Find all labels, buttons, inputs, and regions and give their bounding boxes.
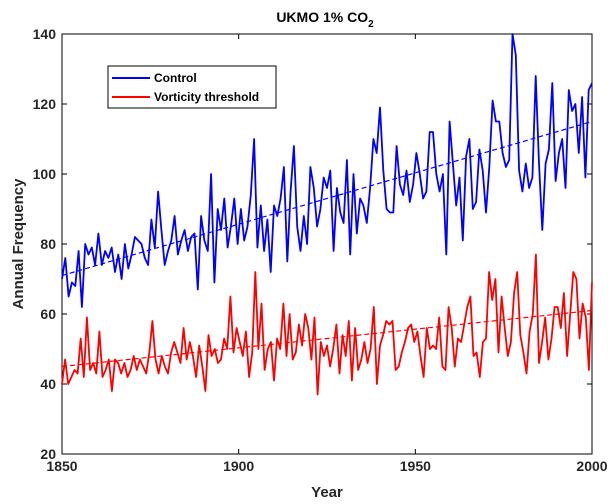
chart-title-subscript: 2 — [368, 19, 374, 30]
series-line-control — [61, 33, 593, 308]
y-tick-label-60: 60 — [40, 306, 56, 322]
legend: Control Vorticity threshold — [107, 65, 277, 109]
series-line-vorticity-threshold — [61, 253, 593, 396]
y-tick-label-100: 100 — [33, 166, 57, 182]
y-tick-label-80: 80 — [40, 236, 56, 252]
y-tick-label-20: 20 — [40, 446, 56, 462]
trend-line-control — [61, 120, 593, 277]
x-tick-label-1950: 1950 — [400, 458, 431, 474]
legend-label-vorticity-threshold: Vorticity threshold — [154, 90, 259, 104]
x-tick-label-2000: 2000 — [576, 458, 607, 474]
y-tick-label-40: 40 — [40, 376, 56, 392]
axis-tick-labels: 1850 1900 1950 2000 20 40 60 80 100 120 140 — [33, 26, 608, 474]
x-tick-label-1850: 1850 — [46, 458, 77, 474]
x-tick-label-1900: 1900 — [223, 458, 254, 474]
legend-label-control: Control — [154, 71, 197, 85]
legend-box — [107, 65, 277, 109]
y-tick-label-120: 120 — [33, 96, 57, 112]
y-tick-label-140: 140 — [33, 26, 57, 42]
x-axis-title: Year — [311, 484, 343, 501]
y-axis-title: Annual Frequency — [10, 178, 27, 310]
data-series — [61, 33, 593, 396]
chart-title-text: UKMO 1% CO — [276, 9, 368, 25]
chart-title: UKMO 1% CO2 — [276, 9, 374, 30]
